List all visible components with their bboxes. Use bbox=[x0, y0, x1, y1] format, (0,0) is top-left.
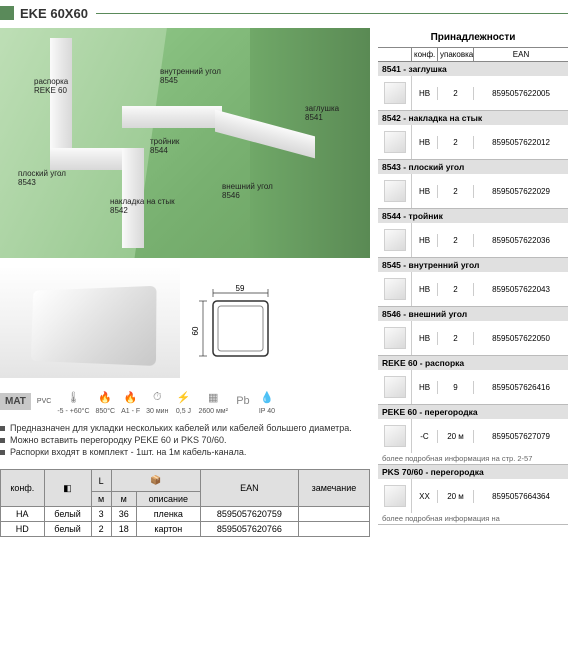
th-color-icon: ◧ bbox=[44, 470, 91, 507]
table-row: HAбелый336пленка8595057620759 bbox=[1, 507, 370, 522]
accessories-title: Принадлежности bbox=[378, 28, 568, 47]
spec-item: Pb bbox=[234, 392, 252, 412]
accessory-thumb bbox=[378, 370, 412, 404]
accessory-thumb bbox=[378, 125, 412, 159]
title-bar: EKE 60X60 bbox=[0, 4, 568, 22]
accessory-item: 8543 - плоский уголHB28595057622029 bbox=[378, 160, 568, 209]
accessory-name: 8541 - заглушка bbox=[378, 62, 568, 76]
accessory-item: 8544 - тройникHB28595057622036 bbox=[378, 209, 568, 258]
accessory-thumb bbox=[378, 419, 412, 453]
spec-item: 🌡-5 - +60°C bbox=[57, 388, 89, 415]
svg-text:60: 60 bbox=[191, 326, 200, 335]
spec-item: 🔥850°C bbox=[96, 388, 116, 415]
accessory-name: 8542 - накладка на стык bbox=[378, 111, 568, 125]
th-desc: описание bbox=[136, 492, 200, 507]
accessory-name: 8544 - тройник bbox=[378, 209, 568, 223]
th-pack-icon: 📦 bbox=[111, 470, 200, 492]
accessory-item: 8541 - заглушкаHB28595057622005 bbox=[378, 62, 568, 111]
accessory-item: REKE 60 - распоркаHB98595057626416 bbox=[378, 356, 568, 405]
note-item: Распорки входят в комплект - 1шт. на 1м … bbox=[0, 447, 370, 457]
accessory-item: PEKE 60 - перегородка-C20 м8595057627079… bbox=[378, 405, 568, 465]
callout-label: заглушка8541 bbox=[305, 105, 339, 123]
th-Lm: м bbox=[91, 492, 111, 507]
accessory-item: 8546 - внешний уголHB28595057622050 bbox=[378, 307, 568, 356]
spec-icons-row: MATPVC🌡-5 - +60°C🔥850°C🔥A1 - F⏱30 мин⚡0,… bbox=[0, 388, 370, 415]
accessory-thumb bbox=[378, 174, 412, 208]
accessory-name: 8545 - внутренний угол bbox=[378, 258, 568, 272]
note-item: Можно вставить перегородку PEKE 60 и PKS… bbox=[0, 435, 370, 445]
spec-icon: 🔥 bbox=[122, 388, 140, 406]
page-title: EKE 60X60 bbox=[20, 6, 88, 21]
accessories-panel: Принадлежности конф. упаковка EAN 8541 -… bbox=[378, 28, 568, 537]
accessory-thumb bbox=[378, 272, 412, 306]
accessory-name: REKE 60 - распорка bbox=[378, 356, 568, 370]
spec-icon: ▦ bbox=[204, 388, 222, 406]
spec-icon: 🌡 bbox=[64, 388, 82, 406]
svg-text:59: 59 bbox=[236, 284, 245, 293]
accessory-item: PKS 70/60 - перегородкаXX20 м85950576643… bbox=[378, 465, 568, 525]
title-rule bbox=[96, 13, 568, 14]
accessory-note: более подробная информация на bbox=[378, 513, 568, 524]
accessory-name: 8546 - внешний угол bbox=[378, 307, 568, 321]
notes-list: Предназначен для укладки нескольких кабе… bbox=[0, 423, 370, 457]
spec-icon: ⏱ bbox=[148, 388, 166, 406]
th-conf: конф. bbox=[1, 470, 45, 507]
callout-label: внешний угол8546 bbox=[222, 183, 273, 201]
accessory-name: PEKE 60 - перегородка bbox=[378, 405, 568, 419]
spec-item: ⚡0,5 J bbox=[174, 388, 192, 415]
table-row: HDбелый218картон8595057620766 bbox=[1, 522, 370, 537]
accessory-thumb bbox=[378, 223, 412, 257]
spec-item: ▦2600 мм² bbox=[198, 388, 227, 415]
spec-item: 🔥A1 - F bbox=[121, 388, 140, 415]
spec-item: 💧IP 40 bbox=[258, 388, 276, 415]
callout-label: распоркаREKE 60 bbox=[34, 78, 68, 96]
dimension-drawing: 59 60 bbox=[188, 283, 288, 378]
spec-icon: 💧 bbox=[258, 388, 276, 406]
th-note: замечание bbox=[298, 470, 369, 507]
spec-item: ⏱30 мин bbox=[146, 388, 168, 415]
th-packm: м bbox=[111, 492, 136, 507]
th-L: L bbox=[91, 470, 111, 492]
accessory-item: 8545 - внутренний уголHB28595057622043 bbox=[378, 258, 568, 307]
callout-label: накладка на стык8542 bbox=[110, 198, 175, 216]
accessory-thumb bbox=[378, 479, 412, 513]
accessory-thumb bbox=[378, 76, 412, 110]
accessory-thumb bbox=[378, 321, 412, 355]
accessory-name: PKS 70/60 - перегородка bbox=[378, 465, 568, 479]
hero-render: распоркаREKE 60 внутренний угол8545 заглуш… bbox=[0, 28, 370, 258]
spec-icon: 🔥 bbox=[96, 388, 114, 406]
mat-badge: MAT bbox=[0, 393, 31, 410]
note-item: Предназначен для укладки нескольких кабе… bbox=[0, 423, 370, 433]
product-photo bbox=[0, 268, 180, 378]
main-table: конф. ◧ L 📦 EAN замечание м м описание H… bbox=[0, 469, 370, 537]
callout-label: тройник8544 bbox=[150, 138, 179, 156]
accessory-note: более подробная информация на стр. 2-57 bbox=[378, 453, 568, 464]
accessory-item: 8542 - накладка на стыкHB28595057622012 bbox=[378, 111, 568, 160]
accessory-name: 8543 - плоский угол bbox=[378, 160, 568, 174]
accessories-header: конф. упаковка EAN bbox=[378, 47, 568, 62]
th-ean: EAN bbox=[200, 470, 298, 507]
title-block bbox=[0, 6, 14, 20]
spec-icon: ⚡ bbox=[174, 388, 192, 406]
callout-label: внутренний угол8545 bbox=[160, 68, 221, 86]
callout-label: плоский угол8543 bbox=[18, 170, 66, 188]
spec-icon: Pb bbox=[234, 392, 252, 410]
